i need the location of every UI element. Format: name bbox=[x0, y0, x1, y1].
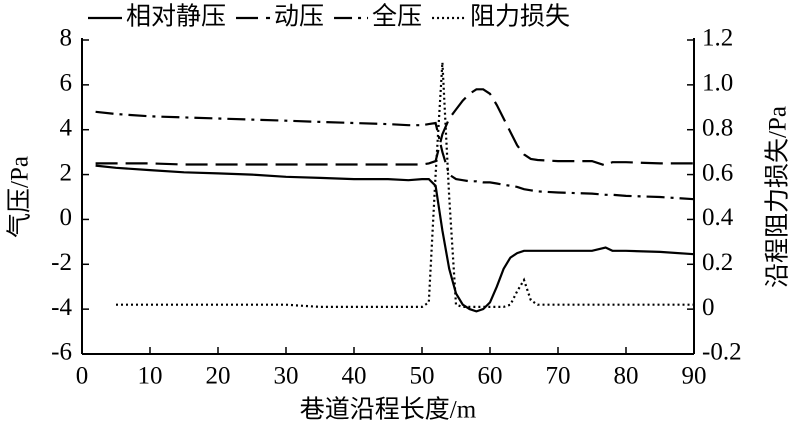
legend-label: 阻力损失 bbox=[470, 3, 570, 31]
x-axis-label: 巷道沿程长度/m bbox=[300, 396, 477, 424]
y2-tick-label: 1.2 bbox=[702, 25, 733, 52]
y2-tick-label: 0.4 bbox=[702, 204, 734, 231]
x-tick-label: 30 bbox=[274, 363, 299, 390]
y-axis-label: 气压/Pa bbox=[6, 156, 34, 238]
y2-axis-label: 沿程阻力损失/Pa bbox=[764, 106, 792, 288]
x-tick-label: 0 bbox=[76, 363, 89, 390]
y2-tick-label: 0 bbox=[702, 294, 715, 321]
y2-tick-label: 0.6 bbox=[702, 159, 733, 186]
series-line bbox=[95, 164, 695, 313]
legend-label: 相对静压 bbox=[126, 3, 226, 31]
x-tick-label: 20 bbox=[206, 363, 231, 390]
y2-tick-label: 0.2 bbox=[702, 249, 733, 276]
x-tick-label: 50 bbox=[410, 363, 435, 390]
y-tick-label: 6 bbox=[60, 70, 73, 97]
y-tick-label: -4 bbox=[51, 294, 72, 321]
y2-tick-label: -0.2 bbox=[702, 339, 742, 366]
y-tick-label: -6 bbox=[51, 339, 72, 366]
y2-tick-label: 1.0 bbox=[702, 70, 733, 97]
y-tick-label: 4 bbox=[60, 114, 73, 141]
legend-label: 动压 bbox=[274, 4, 324, 31]
series-line bbox=[95, 88, 694, 167]
legend-label: 全压 bbox=[372, 3, 422, 31]
x-tick-label: 10 bbox=[138, 363, 163, 390]
y-tick-label: 0 bbox=[60, 204, 73, 231]
x-tick-label: 90 bbox=[682, 363, 707, 390]
y-tick-label: 2 bbox=[60, 159, 73, 186]
series-line bbox=[95, 110, 695, 201]
series-line bbox=[116, 62, 694, 308]
x-tick-label: 70 bbox=[546, 363, 571, 390]
x-tick-label: 60 bbox=[478, 363, 503, 390]
x-tick-label: 40 bbox=[342, 363, 367, 390]
y2-tick-label: 0.8 bbox=[702, 114, 733, 141]
x-tick-label: 80 bbox=[614, 363, 639, 390]
y-tick-label: -2 bbox=[51, 249, 72, 276]
y-tick-label: 8 bbox=[60, 25, 73, 52]
